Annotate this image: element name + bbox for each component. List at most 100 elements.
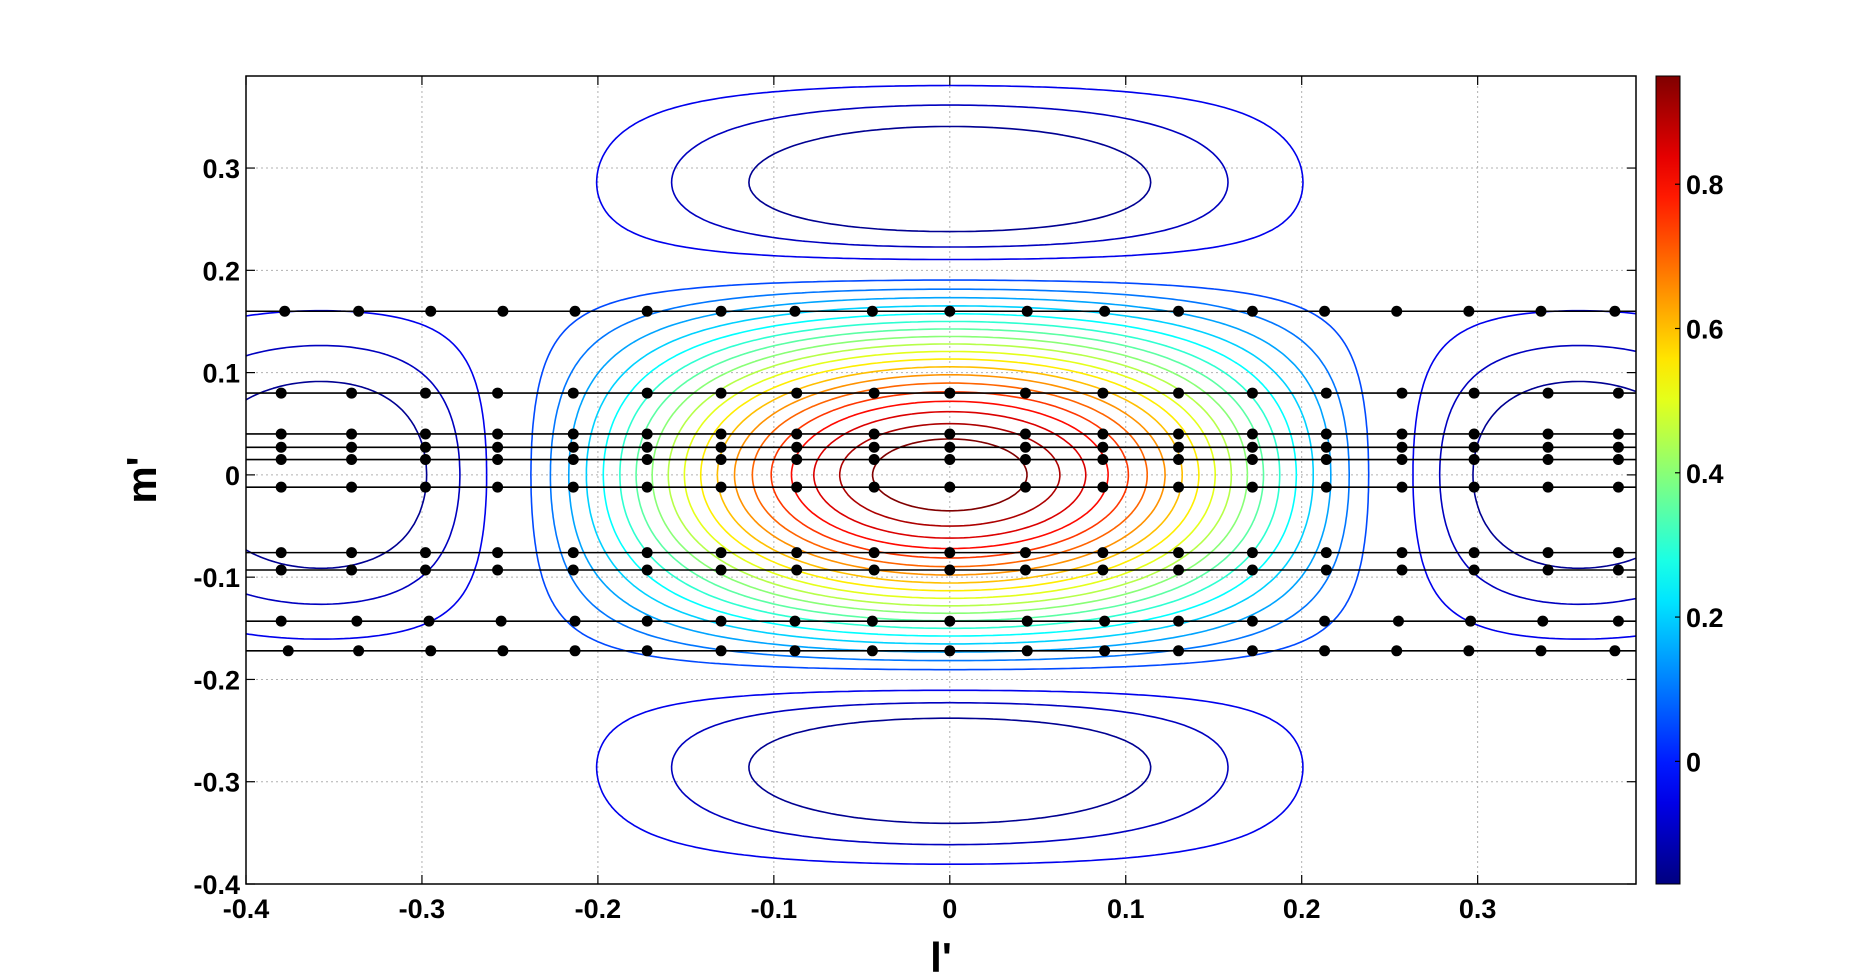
sample-point: [346, 387, 358, 399]
sample-point: [1099, 305, 1111, 317]
sample-point: [1246, 441, 1258, 453]
x-tick-label: -0.1: [751, 894, 798, 924]
contour-line: [549, 288, 1350, 662]
sample-point: [1465, 615, 1477, 627]
sample-point: [944, 454, 956, 466]
sample-point: [569, 305, 581, 317]
sample-point: [1609, 305, 1621, 317]
sample-point: [1612, 564, 1624, 576]
sample-point: [567, 387, 579, 399]
sample-point: [1542, 547, 1554, 559]
sample-point: [791, 481, 803, 493]
colorbar-tick-label: 0.2: [1686, 603, 1724, 633]
sample-point: [715, 428, 727, 440]
sample-point: [715, 615, 727, 627]
x-tick-label: 0.3: [1459, 894, 1497, 924]
sample-point: [425, 645, 437, 657]
sample-point: [641, 454, 653, 466]
sample-point: [1099, 615, 1111, 627]
sample-point: [1612, 387, 1624, 399]
axis-ticks: -0.4 -0.3 -0.2 -0.1 0 0.1 0.2 0.3 -0.4 -0.3 -0.2 -0…: [193, 76, 1636, 924]
sample-point: [715, 387, 727, 399]
sample-point: [567, 441, 579, 453]
sample-point: [492, 387, 504, 399]
x-tick-label: -0.3: [399, 894, 446, 924]
sample-point: [1391, 305, 1403, 317]
sample-point: [353, 305, 365, 317]
sample-point: [1396, 387, 1408, 399]
sample-point: [1021, 615, 1033, 627]
sample-point: [944, 645, 956, 657]
y-tick-label: 0.2: [202, 256, 240, 286]
sample-point: [1396, 547, 1408, 559]
sample-point: [492, 481, 504, 493]
sample-point: [1612, 615, 1624, 627]
colorbar-tick-label: 0.6: [1686, 315, 1724, 345]
y-axis-label: m': [118, 456, 165, 503]
sample-point: [1468, 387, 1480, 399]
contour-line: [530, 279, 1370, 671]
sample-point: [275, 547, 287, 559]
sample-point: [1173, 441, 1185, 453]
x-tick-label: -0.4: [223, 894, 270, 924]
sample-point: [1246, 481, 1258, 493]
sample-point: [569, 645, 581, 657]
sample-point: [944, 615, 956, 627]
sample-point: [715, 305, 727, 317]
sample-point: [275, 481, 287, 493]
sample-point: [1396, 428, 1408, 440]
contour-line: [619, 320, 1281, 630]
sample-point: [866, 615, 878, 627]
sample-point: [944, 387, 956, 399]
sample-point: [1319, 645, 1331, 657]
contour-line: [651, 335, 1249, 615]
sample-point: [1396, 481, 1408, 493]
sample-point: [419, 454, 431, 466]
sample-point: [1468, 564, 1480, 576]
colorbar-gradient: [1655, 75, 1681, 885]
sample-point: [1612, 441, 1624, 453]
sample-point: [1173, 564, 1185, 576]
sample-point: [1612, 454, 1624, 466]
sample-point: [1320, 547, 1332, 559]
plot-background: [246, 76, 1636, 884]
sample-point: [1021, 305, 1033, 317]
sample-point: [497, 305, 509, 317]
x-tick-label: -0.2: [575, 894, 622, 924]
sample-point: [346, 481, 358, 493]
sample-point: [868, 441, 880, 453]
sample-point: [567, 454, 579, 466]
sample-point: [1535, 645, 1547, 657]
sample-point: [275, 615, 287, 627]
sample-point: [1173, 454, 1185, 466]
sample-point: [868, 547, 880, 559]
sample-point: [1173, 547, 1185, 559]
sample-point: [791, 564, 803, 576]
y-tick-label: 0: [225, 461, 240, 491]
sample-point: [275, 387, 287, 399]
x-tick-label: 0: [942, 894, 957, 924]
y-tick-label: 0.3: [202, 154, 240, 184]
sample-point: [497, 645, 509, 657]
sample-point: [1019, 454, 1031, 466]
sample-point: [1099, 645, 1111, 657]
sample-point: [1612, 547, 1624, 559]
sample-point: [1246, 454, 1258, 466]
sample-point: [715, 441, 727, 453]
sample-point: [346, 428, 358, 440]
plot-frame: [245, 75, 1637, 885]
sample-point: [944, 481, 956, 493]
sample-point: [1097, 481, 1109, 493]
sample-point: [1320, 441, 1332, 453]
sample-point: [1391, 645, 1403, 657]
sample-point: [1246, 305, 1258, 317]
sample-point: [1173, 428, 1185, 440]
sample-point: [868, 387, 880, 399]
sample-point: [868, 428, 880, 440]
sample-point: [492, 441, 504, 453]
sample-point: [1097, 441, 1109, 453]
sample-point: [944, 547, 956, 559]
sample-point: [492, 547, 504, 559]
sample-point: [1173, 645, 1185, 657]
contour-line: [751, 382, 1148, 568]
